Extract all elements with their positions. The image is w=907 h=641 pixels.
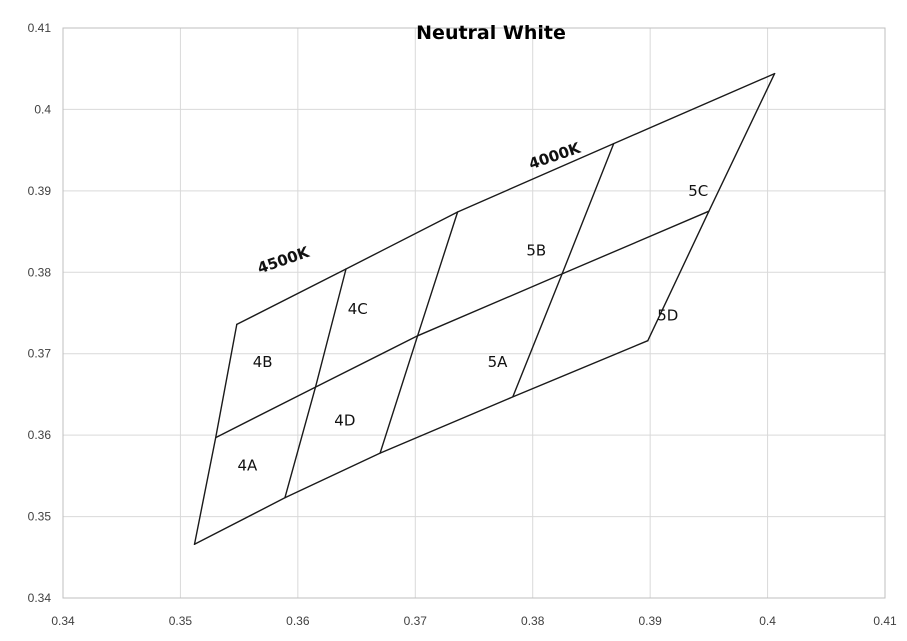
bin-labels: 4A 4B 4C 4D 5A 5B 5C 5D — [237, 182, 708, 474]
chart-title: Neutral White — [416, 22, 566, 44]
x-tick-label: 0.38 — [521, 614, 545, 628]
bin-label-5c: 5C — [688, 182, 708, 200]
bin-label-4c: 4C — [348, 300, 368, 318]
bin-label-5a: 5A — [488, 353, 509, 371]
bin-boundary-line — [214, 210, 710, 439]
x-tick-label: 0.37 — [404, 614, 428, 628]
y-tick-label: 0.36 — [28, 428, 52, 442]
cct-label-4000k: 4000K — [526, 138, 584, 173]
x-tick-label: 0.36 — [286, 614, 310, 628]
bin-boundary-line — [193, 323, 238, 545]
bin-boundary-line — [512, 142, 615, 398]
bin-boundary-line — [193, 340, 649, 545]
bin-label-5d: 5D — [657, 306, 678, 324]
x-tick-label: 0.4 — [759, 614, 776, 628]
y-tick-label: 0.41 — [28, 21, 52, 35]
y-tick-label: 0.38 — [28, 265, 52, 279]
y-tick-label: 0.39 — [28, 184, 52, 198]
bin-boundary-lines — [193, 72, 776, 545]
y-tick-label: 0.37 — [28, 347, 52, 361]
bin-label-4a: 4A — [237, 456, 258, 474]
grid-lines — [63, 28, 885, 598]
y-tick-label: 0.35 — [28, 510, 52, 524]
x-tick-label: 0.39 — [638, 614, 662, 628]
bin-label-4b: 4B — [253, 353, 273, 371]
x-tick-label: 0.41 — [873, 614, 897, 628]
bin-boundary-line — [379, 211, 459, 454]
x-axis-tick-labels: 0.34 0.35 0.36 0.37 0.38 0.39 0.4 0.41 — [51, 614, 897, 628]
x-tick-label: 0.34 — [51, 614, 75, 628]
plot-area-border — [62, 27, 886, 599]
y-axis-tick-labels: 0.34 0.35 0.36 0.37 0.38 0.39 0.4 0.41 — [28, 21, 52, 605]
y-tick-label: 0.34 — [28, 591, 52, 605]
x-tick-label: 0.35 — [169, 614, 193, 628]
bin-label-5b: 5B — [526, 241, 546, 259]
bin-boundary-line — [647, 72, 776, 342]
y-tick-label: 0.4 — [34, 102, 51, 116]
bin-boundary-line — [284, 268, 347, 499]
bin-label-4d: 4D — [334, 411, 355, 429]
